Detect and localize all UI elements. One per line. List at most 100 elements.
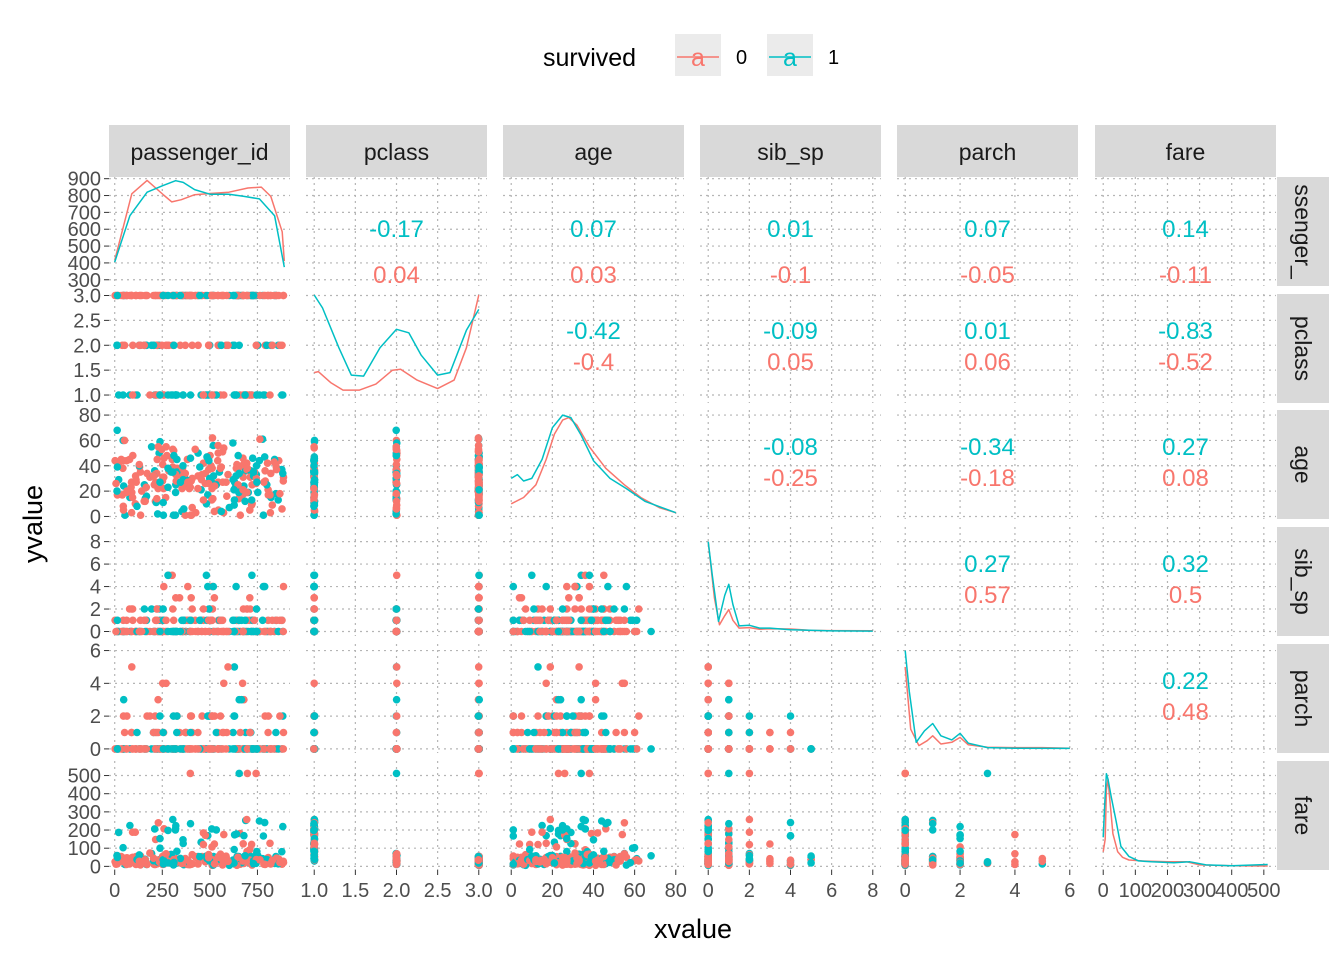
- data-point-survived-0: [122, 745, 131, 753]
- data-point-survived-1: [253, 847, 261, 856]
- data-point-survived-0: [475, 627, 483, 636]
- data-point-survived-1: [528, 571, 536, 580]
- data-point-survived-1: [113, 463, 122, 471]
- data-point-survived-0: [587, 829, 596, 838]
- data-point-survived-0: [475, 728, 483, 737]
- data-point-survived-1: [647, 745, 655, 753]
- data-point-survived-1: [786, 712, 795, 720]
- data-point-survived-1: [173, 391, 181, 399]
- data-point-survived-1: [247, 496, 256, 504]
- x-tick-label: 0: [703, 880, 714, 902]
- data-point-survived-1: [509, 745, 518, 753]
- data-point-survived-1: [179, 839, 187, 848]
- correlation-value-survived-0: -0.52: [1158, 349, 1213, 376]
- row-strip-label-group: sib_sp: [1290, 548, 1316, 614]
- row-strip: [1277, 761, 1329, 870]
- data-point-survived-1: [205, 605, 213, 613]
- data-point-survived-0: [475, 769, 483, 778]
- data-point-survived-1: [232, 830, 241, 838]
- data-point-survived-1: [170, 341, 178, 350]
- data-point-survived-1: [626, 858, 635, 867]
- data-point-survived-1: [983, 769, 992, 778]
- data-point-survived-1: [156, 627, 164, 636]
- data-point-survived-0: [266, 391, 274, 399]
- data-point-survived-0: [538, 828, 546, 836]
- row-strip: [1277, 294, 1329, 403]
- scatter-panel-parch-vs-passenger_id: [111, 663, 288, 753]
- data-point-survived-0: [393, 745, 401, 753]
- x-tick-label: 2.5: [424, 880, 452, 902]
- data-point-survived-1: [563, 712, 571, 720]
- x-tick-label: 80: [665, 880, 687, 902]
- data-point-survived-1: [622, 582, 631, 591]
- y-tick-label: 300: [68, 802, 101, 824]
- data-point-survived-1: [230, 627, 238, 636]
- data-point-survived-1: [745, 856, 754, 864]
- data-point-survived-0: [542, 839, 550, 848]
- scatter-panel-parch-vs-sib_sp: [704, 663, 815, 753]
- data-point-survived-1: [558, 728, 567, 737]
- row-strip-label: parch: [1290, 670, 1316, 728]
- data-point-survived-0: [593, 616, 602, 625]
- data-point-survived-0: [612, 728, 620, 737]
- data-point-survived-1: [232, 582, 240, 591]
- data-point-survived-0: [571, 605, 579, 613]
- data-point-survived-0: [123, 291, 131, 300]
- density-panel-parch: [904, 650, 1070, 750]
- row-strip: [1277, 410, 1329, 519]
- data-point-survived-0: [392, 443, 401, 451]
- data-point-survived-1: [647, 852, 655, 860]
- data-point-survived-1: [164, 745, 172, 753]
- data-point-survived-0: [204, 616, 213, 625]
- x-tick-label: 40: [582, 880, 604, 902]
- data-point-survived-1: [164, 571, 172, 580]
- data-point-survived-1: [203, 453, 211, 461]
- data-point-survived-1: [241, 391, 249, 399]
- data-point-survived-0: [279, 477, 288, 485]
- data-point-survived-1: [474, 712, 483, 720]
- data-point-survived-0: [575, 663, 583, 671]
- data-point-survived-1: [579, 815, 587, 824]
- data-point-survived-1: [229, 728, 237, 737]
- data-point-survived-0: [112, 627, 120, 636]
- correlation-panel: 0.01 0.06: [964, 318, 1011, 376]
- data-point-survived-1: [180, 505, 188, 513]
- data-point-survived-1: [928, 819, 937, 828]
- data-point-survived-1: [577, 616, 585, 625]
- data-point-survived-0: [525, 616, 534, 625]
- x-tick-label: 400: [1215, 880, 1248, 902]
- column-strip: [503, 125, 684, 177]
- data-point-survived-0: [279, 745, 288, 753]
- data-point-survived-0: [546, 815, 555, 824]
- data-point-survived-0: [1011, 830, 1019, 839]
- y-tick-label: 900: [68, 169, 101, 191]
- data-point-survived-0: [519, 616, 528, 625]
- data-point-survived-0: [204, 465, 213, 474]
- data-point-survived-0: [517, 712, 526, 720]
- data-point-survived-1: [538, 821, 546, 830]
- y-tick-label: 0: [90, 622, 101, 644]
- data-point-survived-0: [268, 501, 277, 509]
- data-point-survived-0: [112, 860, 120, 868]
- data-point-survived-0: [129, 341, 137, 350]
- x-tick-label: 2: [744, 880, 755, 902]
- data-point-survived-1: [240, 831, 248, 840]
- correlation-value-survived-0: 0.5: [1169, 582, 1202, 609]
- data-point-survived-0: [542, 745, 550, 753]
- data-point-survived-0: [153, 605, 161, 613]
- data-point-survived-1: [164, 483, 172, 492]
- scatter-panel-age-vs-passenger_id: [111, 426, 288, 519]
- data-point-survived-0: [310, 491, 319, 499]
- data-point-survived-1: [173, 728, 181, 737]
- data-point-survived-1: [147, 605, 156, 613]
- data-point-survived-0: [198, 712, 206, 720]
- data-point-survived-0: [612, 616, 620, 625]
- y-tick-label: 3.0: [73, 285, 101, 307]
- data-point-survived-1: [171, 824, 180, 833]
- data-point-survived-1: [310, 462, 318, 470]
- data-point-survived-0: [184, 291, 192, 300]
- data-point-survived-1: [186, 616, 195, 625]
- row-strip: [1277, 644, 1329, 753]
- data-point-survived-0: [575, 857, 583, 866]
- data-point-survived-1: [263, 341, 271, 350]
